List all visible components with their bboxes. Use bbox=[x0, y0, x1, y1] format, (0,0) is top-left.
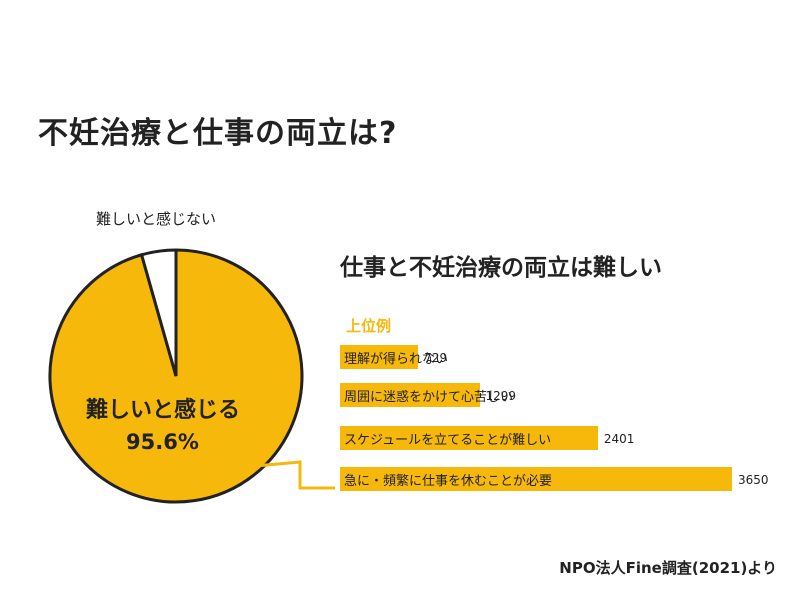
bar-value: 1299 bbox=[485, 389, 517, 403]
bar-label: 周囲に迷惑をかけて心苦しい bbox=[344, 390, 514, 405]
bar-2: スケジュールを立てることが難しい bbox=[340, 426, 598, 450]
bar-chart-title: 仕事と不妊治療の両立は難しい bbox=[340, 255, 662, 281]
pie-slice-not-difficult bbox=[139, 248, 178, 377]
bar-label: 理解が得られない bbox=[344, 352, 449, 367]
bar-1: 周囲に迷惑をかけて心苦しい bbox=[340, 383, 513, 407]
pie-callout-line bbox=[254, 460, 335, 490]
pie-label-not-difficult: 難しいと感じない bbox=[96, 210, 217, 228]
bar-0: 理解が得られない bbox=[340, 345, 448, 369]
bar-value: 729 bbox=[424, 351, 448, 365]
pie-label-difficult: 難しいと感じる bbox=[86, 398, 241, 423]
bar-value: 3650 bbox=[738, 473, 769, 487]
bar-label: スケジュールを立てることが難しい bbox=[344, 433, 552, 448]
source-note: NPO法人Fine調査(2021)より bbox=[559, 559, 777, 577]
pie-value-difficult: 95.6% bbox=[126, 430, 199, 454]
bar-chart-subtitle: 上位例 bbox=[346, 317, 392, 335]
page-title: 不妊治療と仕事の両立は? bbox=[38, 116, 398, 151]
bar-3: 急に・頻繁に仕事を休むことが必要 bbox=[340, 467, 732, 491]
bar-label: 急に・頻繁に仕事を休むことが必要 bbox=[344, 474, 553, 489]
bar-value: 2401 bbox=[603, 432, 635, 446]
